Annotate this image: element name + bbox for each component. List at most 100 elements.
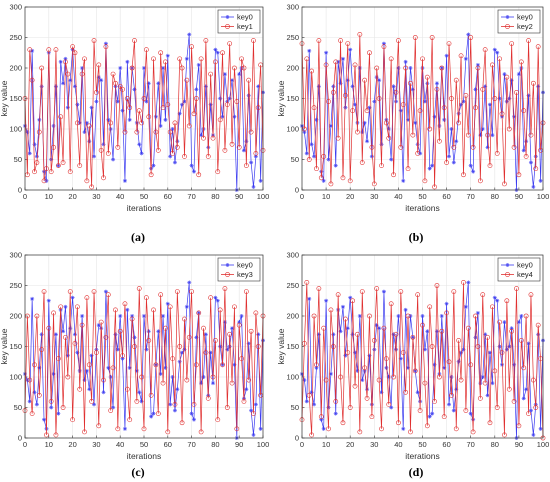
data-point-key3 [241,398,247,404]
data-point-key0 [39,332,44,337]
data-point-key2 [427,126,433,132]
data-point-key4 [422,380,428,386]
data-point-key0 [122,178,127,183]
data-point-key3 [113,307,118,313]
x-tick-label: 100 [257,440,270,449]
data-point-key0 [348,295,353,300]
data-point-key4 [314,362,319,368]
x-tick-label: 40 [394,440,402,449]
data-point-key1 [67,169,73,175]
series-line-key4 [301,282,544,439]
data-point-key4 [509,328,515,334]
data-point-key2 [511,144,517,150]
data-point-key0 [49,405,54,410]
data-point-key4 [526,411,531,416]
data-point-key0 [413,120,418,125]
x-tick-label: 0 [300,192,304,201]
data-point-key1 [236,144,242,150]
data-point-key4 [357,429,363,435]
data-point-key3 [108,408,114,413]
data-point-key1 [227,41,233,46]
x-tick-label: 10 [322,440,330,449]
legend-label: key3 [237,270,253,279]
y-tick-label: 150 [286,94,299,103]
data-point-key3 [46,325,52,331]
data-point-key0 [519,314,524,318]
data-point-key2 [436,138,442,144]
data-point-key0 [463,56,468,61]
data-point-key0 [92,402,97,407]
data-point-key3 [179,420,185,426]
data-point-key4 [439,328,445,334]
data-point-key2 [342,93,348,98]
y-tick-label: 150 [9,94,22,103]
data-point-key4 [371,337,377,343]
data-point-key3 [158,292,164,298]
data-point-key2 [388,56,394,62]
chart-panel-a: 0 10 20 30 40 50 60 70 80 90 100 0 50 100 150 200 250 300… [0,3,269,244]
data-point-key1 [189,44,194,50]
y-tick-label: 200 [9,64,22,73]
subfigure-caption: (d) [409,465,424,479]
data-point-key1 [239,56,244,62]
data-point-key1 [167,129,173,135]
data-point-key3 [167,304,173,310]
data-point-key1 [122,129,128,135]
data-point-key0 [153,114,158,119]
data-point-key0 [42,417,47,422]
data-point-key0 [170,127,175,131]
data-point-key2 [468,35,474,40]
data-point-key3 [222,286,228,291]
data-point-key0 [389,405,394,410]
data-point-key0 [401,178,406,183]
y-tick-label: 150 [286,342,299,351]
y-tick-label: 200 [9,312,22,321]
y-tick-label: 0 [18,434,22,443]
y-tick-label: 200 [286,312,299,321]
data-point-key1 [41,178,47,184]
data-point-key0 [420,314,425,318]
data-point-key3 [53,432,59,438]
data-point-key0 [122,426,127,431]
data-point-key4 [398,289,404,294]
data-point-key3 [141,426,147,432]
data-point-key0 [466,280,471,285]
x-tick-label: 60 [164,192,172,201]
data-point-key4 [309,432,315,438]
data-point-key0 [307,296,312,301]
data-point-key0 [32,390,37,395]
legend-label: key0 [517,261,533,270]
data-point-key3 [86,362,92,368]
data-point-key1 [63,59,68,65]
chart-panel-d: 0 10 20 30 40 50 60 70 80 90 100 0 50 100 150 200 250 300… [276,251,549,479]
data-point-key3 [89,398,95,404]
data-point-key0 [408,66,413,70]
data-point-key1 [65,71,71,77]
data-point-key2 [314,166,319,172]
data-point-key4 [473,313,478,319]
data-point-key3 [198,429,204,435]
data-point-key0 [454,139,459,144]
data-point-key4 [530,377,536,383]
data-point-key2 [364,108,370,114]
data-point-key0 [427,166,432,171]
x-tick-label: 20 [346,440,354,449]
data-point-key0 [451,408,456,413]
data-point-key2 [434,86,440,92]
data-point-key3 [236,322,242,328]
data-point-key4 [381,325,387,331]
chart-panel-c: 0 10 20 30 40 50 60 70 80 90 100 0 50 100 150 200 250 300… [0,251,269,479]
data-point-key4 [383,356,389,362]
data-point-key4 [521,365,527,371]
data-point-key3 [134,398,140,404]
data-point-key0 [237,72,242,77]
data-point-key4 [417,408,423,413]
data-point-key0 [30,48,35,53]
data-point-key3 [146,337,152,343]
data-point-key0 [177,111,182,116]
data-point-key2 [516,172,522,178]
data-point-key4 [499,350,505,355]
data-point-key2 [408,80,413,86]
y-tick-label: 250 [9,33,22,42]
data-point-key4 [449,392,454,398]
